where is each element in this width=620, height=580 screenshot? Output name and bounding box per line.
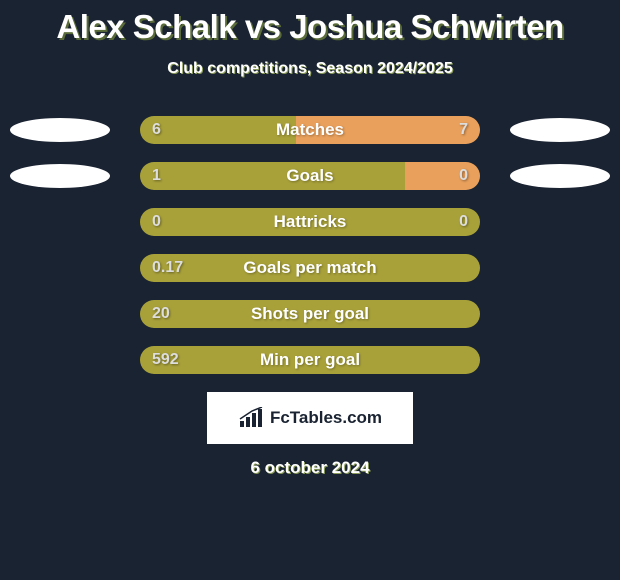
stat-value-left: 20 [152, 305, 170, 323]
stat-row: 1 0 Goals [0, 162, 620, 190]
bar-left-fill [140, 162, 405, 190]
stat-value-left: 6 [152, 121, 161, 139]
stat-bar: 0 0 Hattricks [140, 208, 480, 236]
stat-value-left: 0.17 [152, 259, 183, 277]
player-left-marker [10, 164, 110, 188]
stat-value-left: 0 [152, 213, 161, 231]
player-right-marker [510, 164, 610, 188]
stat-row: 592 Min per goal [0, 346, 620, 374]
stat-bar: 20 Shots per goal [140, 300, 480, 328]
player-left-marker [10, 118, 110, 142]
player-right-marker [510, 118, 610, 142]
footer-logo-box: FcTables.com [207, 392, 413, 444]
bar-left-fill [140, 116, 296, 144]
stat-value-right: 0 [459, 167, 468, 185]
stat-row: 0 0 Hattricks [0, 208, 620, 236]
stat-rows: 6 7 Matches 1 0 Goals 0 0 Hattricks 0.17 Goals per… [0, 116, 620, 374]
stat-label: Min per goal [260, 350, 360, 370]
subtitle: Club competitions, Season 2024/2025 [0, 60, 620, 78]
stat-label: Matches [276, 120, 344, 140]
stat-label: Shots per goal [251, 304, 369, 324]
stat-bar: 0.17 Goals per match [140, 254, 480, 282]
stat-label: Goals per match [243, 258, 376, 278]
stat-label: Goals [286, 166, 333, 186]
stat-bar: 592 Min per goal [140, 346, 480, 374]
stat-bar: 6 7 Matches [140, 116, 480, 144]
comparison-infographic: Alex Schalk vs Joshua Schwirten Club com… [0, 0, 620, 478]
fctables-chart-icon [238, 407, 264, 429]
stat-row: 20 Shots per goal [0, 300, 620, 328]
footer-logo-text: FcTables.com [270, 408, 382, 428]
bar-right-fill [405, 162, 480, 190]
footer-logo: FcTables.com [238, 407, 382, 429]
stat-row: 0.17 Goals per match [0, 254, 620, 282]
stat-value-left: 592 [152, 351, 179, 369]
stat-value-left: 1 [152, 167, 161, 185]
stat-row: 6 7 Matches [0, 116, 620, 144]
page-title: Alex Schalk vs Joshua Schwirten [0, 8, 620, 46]
stat-bar: 1 0 Goals [140, 162, 480, 190]
stat-label: Hattricks [274, 212, 347, 232]
date-text: 6 october 2024 [0, 458, 620, 478]
stat-value-right: 0 [459, 213, 468, 231]
stat-value-right: 7 [459, 121, 468, 139]
